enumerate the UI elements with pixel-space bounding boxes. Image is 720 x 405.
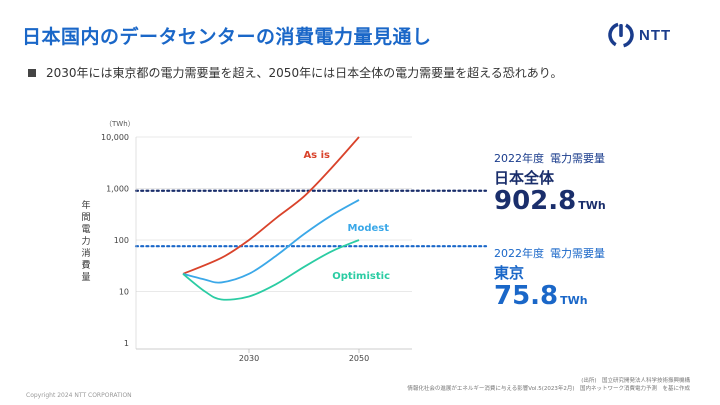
y-axis-label: 年間電力消費量: [81, 201, 91, 283]
y-tick-label: 10,000: [101, 133, 129, 142]
series-label: Modest: [348, 223, 390, 234]
callout-japan-caption: 2022年度 電力需要量: [494, 152, 605, 165]
y-tick-label: 100: [114, 236, 129, 245]
page-title: 日本国内のデータセンターの消費電力量見通し: [22, 26, 432, 48]
series-label: As is: [303, 150, 330, 161]
copyright: Copyright 2024 NTT CORPORATION: [26, 392, 132, 399]
series-label: Optimistic: [332, 271, 390, 282]
subtitle: 2030年には東京都の電力需要量を超え、2050年には日本全体の電力需要量を超え…: [28, 64, 562, 81]
y-tick-label: 1: [124, 339, 129, 348]
callout-japan-name: 日本全体: [494, 169, 555, 187]
subtitle-text: 2030年には東京都の電力需要量を超え、2050年には日本全体の電力需要量を超え…: [46, 66, 563, 80]
series-line-modest: [182, 199, 360, 284]
y-tick-label: 10: [119, 288, 129, 297]
series-line-optimistic: [182, 239, 360, 301]
callout-japan: 2022年度 電力需要量 日本全体 902.8 TWh: [494, 150, 606, 216]
callout-tokyo-value: 75.8 TWh: [494, 281, 588, 311]
callout-tokyo: 2022年度 電力需要量 東京 75.8 TWh: [494, 245, 605, 311]
ntt-logo: NTT: [607, 22, 671, 48]
bullet-square-icon: [28, 68, 36, 77]
source-line-2: 情報化社会の進展がエネルギー消費に与える影響Vol.5(2023年2月) 国内ネ…: [407, 386, 690, 392]
y-unit-label: （TWh）: [105, 120, 135, 128]
series-line-as-is: [182, 136, 360, 275]
callout-tokyo-name: 東京: [494, 264, 525, 282]
logo-text: NTT: [639, 26, 672, 44]
callout-tokyo-caption: 2022年度 電力需要量: [494, 247, 605, 260]
ntt-logo-icon: [608, 22, 634, 48]
x-tick-label: 2030: [239, 354, 259, 363]
source-note: (出所) 国立研究開発法人科学技術振興機構 情報化社会の進展がエネルギー消費に与…: [407, 377, 690, 393]
x-tick-label: 2050: [349, 354, 369, 363]
y-tick-label: 1,000: [106, 185, 129, 194]
source-line-1: (出所) 国立研究開発法人科学技術振興機構: [581, 378, 690, 384]
callout-japan-value: 902.8 TWh: [494, 186, 606, 216]
